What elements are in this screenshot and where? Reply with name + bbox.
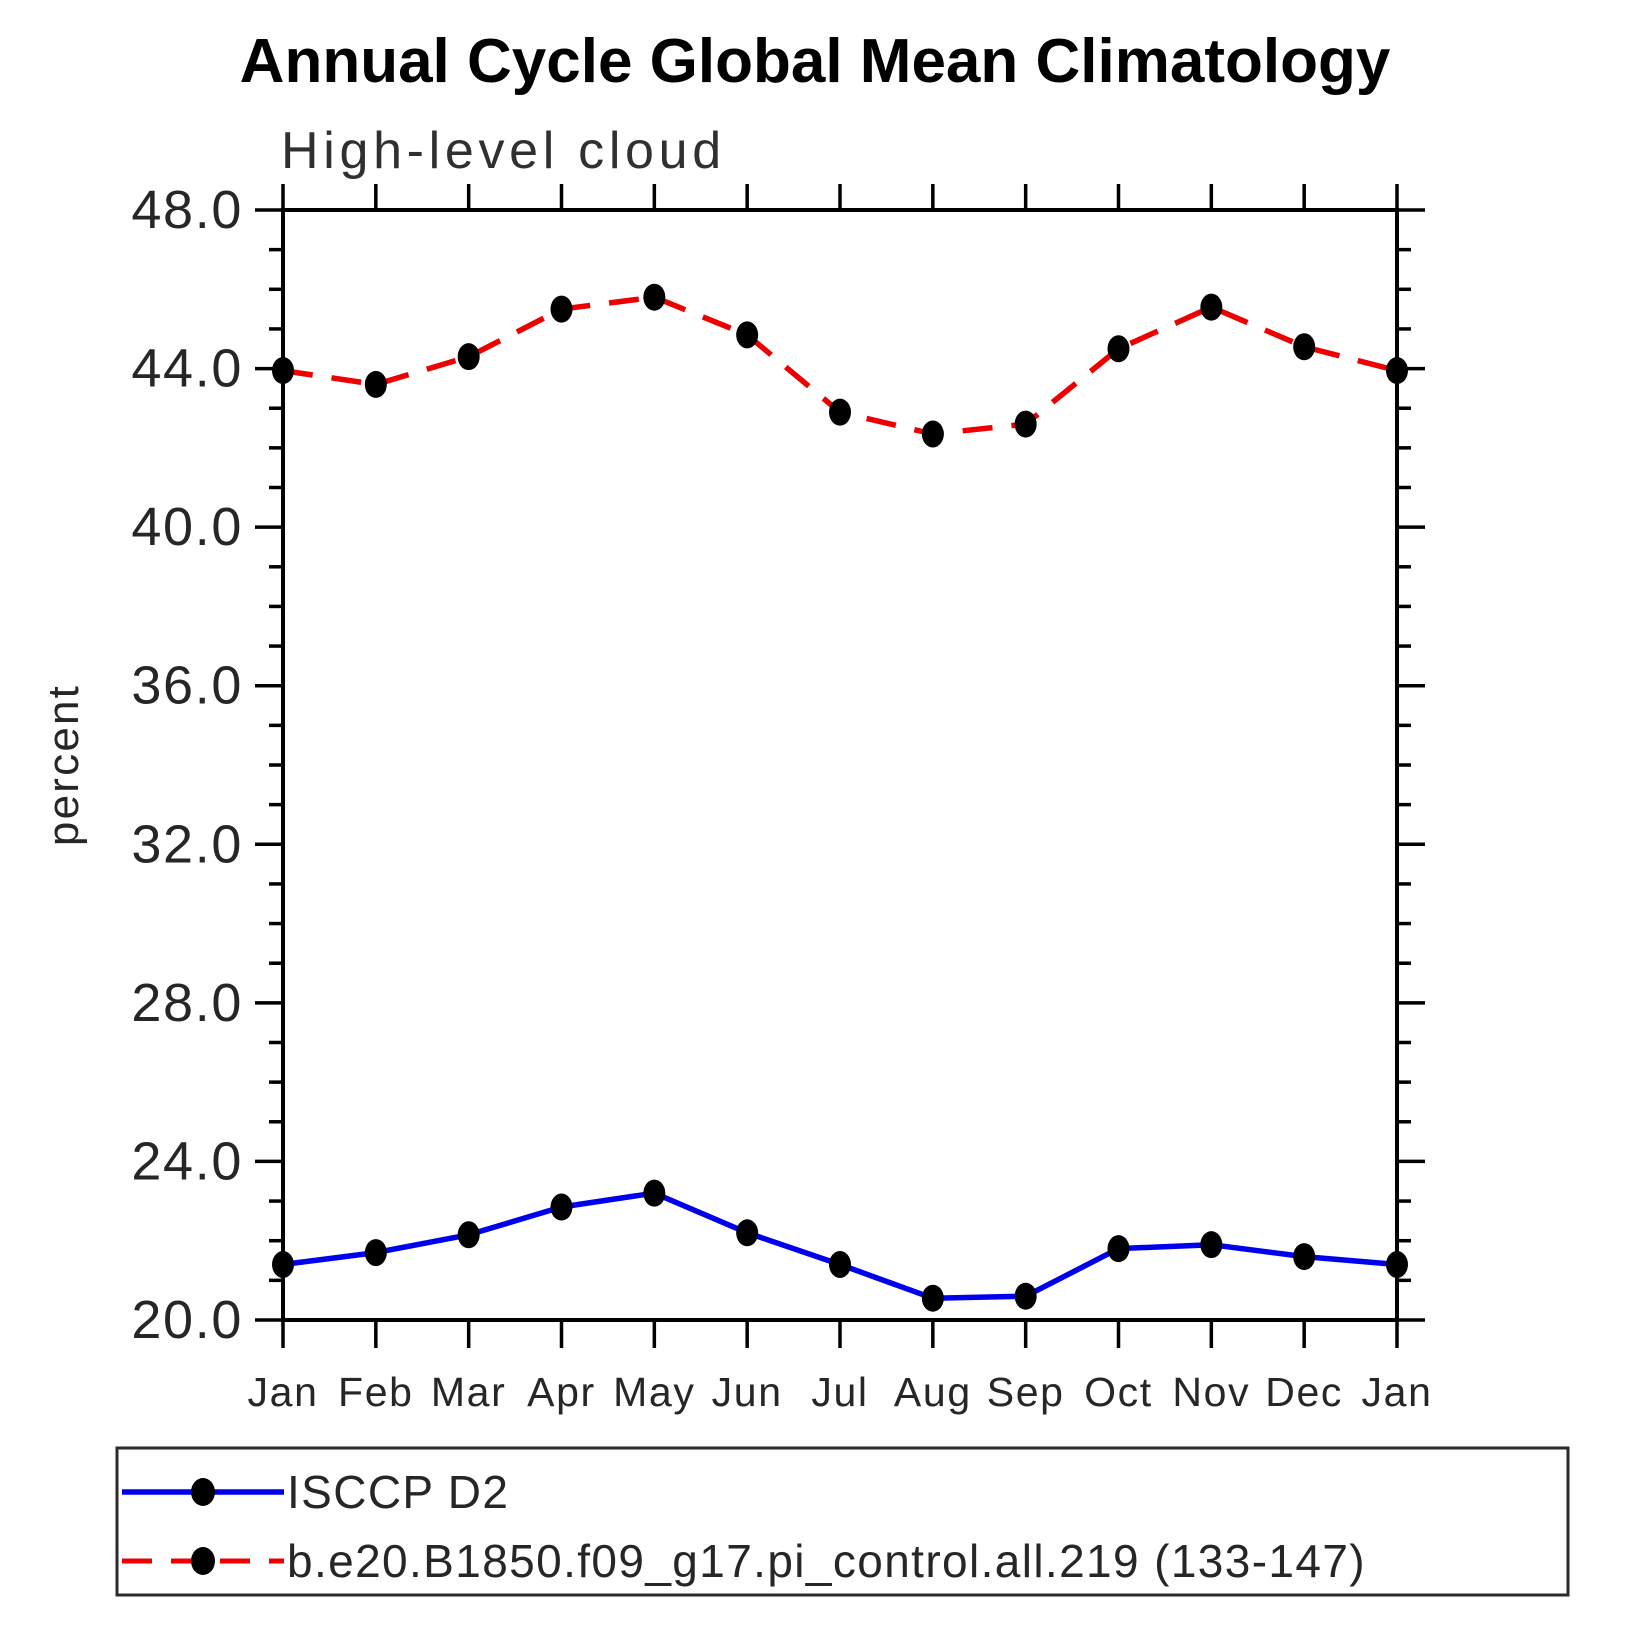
- y-tick-label: 44.0: [131, 339, 243, 399]
- legend: ISCCP D2 b.e20.B1850.f09_g17.pi_control.…: [115, 1446, 1570, 1597]
- y-tick-label: 24.0: [131, 1131, 243, 1191]
- data-point-marker: [1014, 1282, 1037, 1310]
- x-axis-ticks: [281, 184, 1399, 1348]
- plot-area: 20.0 24.0 28.0 32.0 36.0 40.0 44.0 48.0 Jan Feb M…: [131, 180, 1432, 1415]
- data-point-marker: [829, 1251, 851, 1278]
- data-point-marker: [1200, 1231, 1223, 1259]
- y-tick-label: 28.0: [131, 973, 243, 1033]
- x-tick-label: Apr: [527, 1369, 596, 1415]
- y-tick-label: 32.0: [131, 814, 243, 874]
- data-point-marker: [1107, 1235, 1130, 1263]
- x-tick-label: Mar: [431, 1369, 507, 1415]
- y-tick-label: 40.0: [131, 497, 243, 557]
- data-point-marker: [829, 398, 851, 426]
- legend-box: [115, 1446, 1570, 1597]
- legend-item-isccp-d2: ISCCP D2: [122, 1466, 509, 1518]
- legend-item-model-run: b.e20.B1850.f09_g17.pi_control.all.219 (…: [122, 1535, 1366, 1587]
- data-point-marker: [921, 1284, 944, 1312]
- data-point-marker: [643, 283, 666, 311]
- chart-subtitle: High-level cloud: [281, 122, 726, 180]
- data-point-marker: [921, 420, 944, 448]
- data-point-marker: [550, 295, 573, 323]
- x-axis-labels: Jan Feb Mar Apr May Jun Jul Aug Sep Oct Nov Dec Jan: [247, 1369, 1432, 1415]
- data-point-marker: [364, 370, 387, 398]
- y-axis-ticks: [255, 208, 1425, 1322]
- x-tick-label: Jan: [247, 1369, 318, 1415]
- data-point-marker: [643, 1179, 666, 1207]
- data-point-marker: [1014, 410, 1037, 438]
- y-tick-label: 48.0: [131, 180, 243, 240]
- legend-marker-circle: [191, 1547, 215, 1575]
- x-tick-label: Oct: [1084, 1369, 1153, 1415]
- x-tick-label: Dec: [1265, 1369, 1343, 1415]
- data-point-marker: [457, 1221, 480, 1249]
- data-point-marker: [736, 1219, 759, 1247]
- y-tick-label: 36.0: [131, 656, 243, 716]
- x-tick-label: Aug: [894, 1369, 972, 1415]
- series-line-isccp-d2: [282, 1190, 1398, 1301]
- data-point-marker: [736, 321, 759, 349]
- x-tick-label: Sep: [987, 1369, 1065, 1415]
- data-point-marker: [272, 1251, 294, 1278]
- x-tick-label: May: [613, 1369, 695, 1415]
- legend-label: b.e20.B1850.f09_g17.pi_control.all.219 (…: [287, 1535, 1366, 1587]
- data-point-marker: [1293, 1243, 1316, 1271]
- data-point-marker: [1107, 335, 1130, 363]
- x-tick-label: Jul: [811, 1369, 868, 1415]
- x-tick-label: Feb: [338, 1369, 414, 1415]
- y-axis-labels: 20.0 24.0 28.0 32.0 36.0 40.0 44.0 48.0: [131, 180, 243, 1350]
- data-point-marker: [1386, 357, 1408, 385]
- x-tick-label: Jun: [712, 1369, 783, 1415]
- data-point-marker: [1200, 293, 1223, 321]
- y-tick-label: 20.0: [131, 1290, 243, 1350]
- x-tick-label: Nov: [1172, 1369, 1250, 1415]
- legend-marker-circle: [191, 1478, 215, 1506]
- x-tick-label: Jan: [1361, 1369, 1432, 1415]
- data-point-marker: [550, 1193, 573, 1221]
- data-point-marker: [457, 343, 480, 371]
- data-point-marker: [1293, 333, 1316, 361]
- series-group: [272, 283, 1408, 1312]
- data-point-marker: [364, 1239, 387, 1267]
- legend-label: ISCCP D2: [287, 1466, 509, 1518]
- y-axis-title: percent: [39, 684, 88, 846]
- plot-border: [281, 208, 1399, 1322]
- chart-title: Annual Cycle Global Mean Climatology: [240, 27, 1391, 96]
- data-point-marker: [272, 357, 294, 385]
- data-point-marker: [1386, 1251, 1408, 1278]
